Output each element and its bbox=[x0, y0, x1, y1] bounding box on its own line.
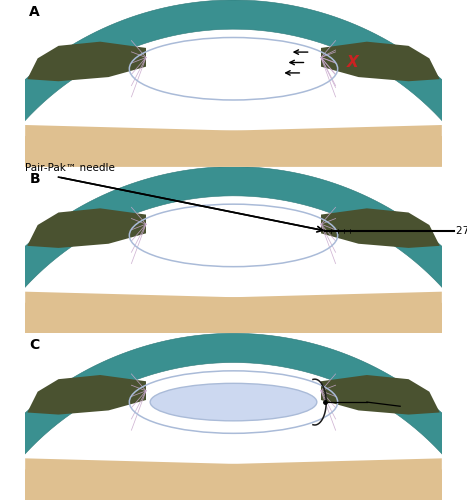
Polygon shape bbox=[0, 334, 467, 500]
Polygon shape bbox=[0, 166, 467, 373]
Polygon shape bbox=[321, 375, 440, 414]
Ellipse shape bbox=[150, 384, 317, 421]
Text: Pair-Pak™ needle: Pair-Pak™ needle bbox=[25, 163, 115, 173]
Polygon shape bbox=[25, 292, 467, 334]
Polygon shape bbox=[0, 125, 442, 166]
Text: X: X bbox=[347, 55, 358, 70]
Polygon shape bbox=[0, 0, 467, 206]
Text: C: C bbox=[29, 338, 40, 352]
Text: 27 G needle: 27 G needle bbox=[456, 226, 467, 236]
Polygon shape bbox=[27, 42, 146, 81]
Polygon shape bbox=[27, 375, 146, 414]
Polygon shape bbox=[321, 208, 440, 248]
Polygon shape bbox=[321, 42, 440, 81]
Polygon shape bbox=[25, 125, 467, 166]
Polygon shape bbox=[0, 458, 442, 500]
Polygon shape bbox=[0, 292, 442, 334]
Text: A: A bbox=[29, 5, 40, 19]
Polygon shape bbox=[27, 208, 146, 248]
Text: B: B bbox=[29, 172, 40, 185]
Polygon shape bbox=[25, 458, 467, 500]
